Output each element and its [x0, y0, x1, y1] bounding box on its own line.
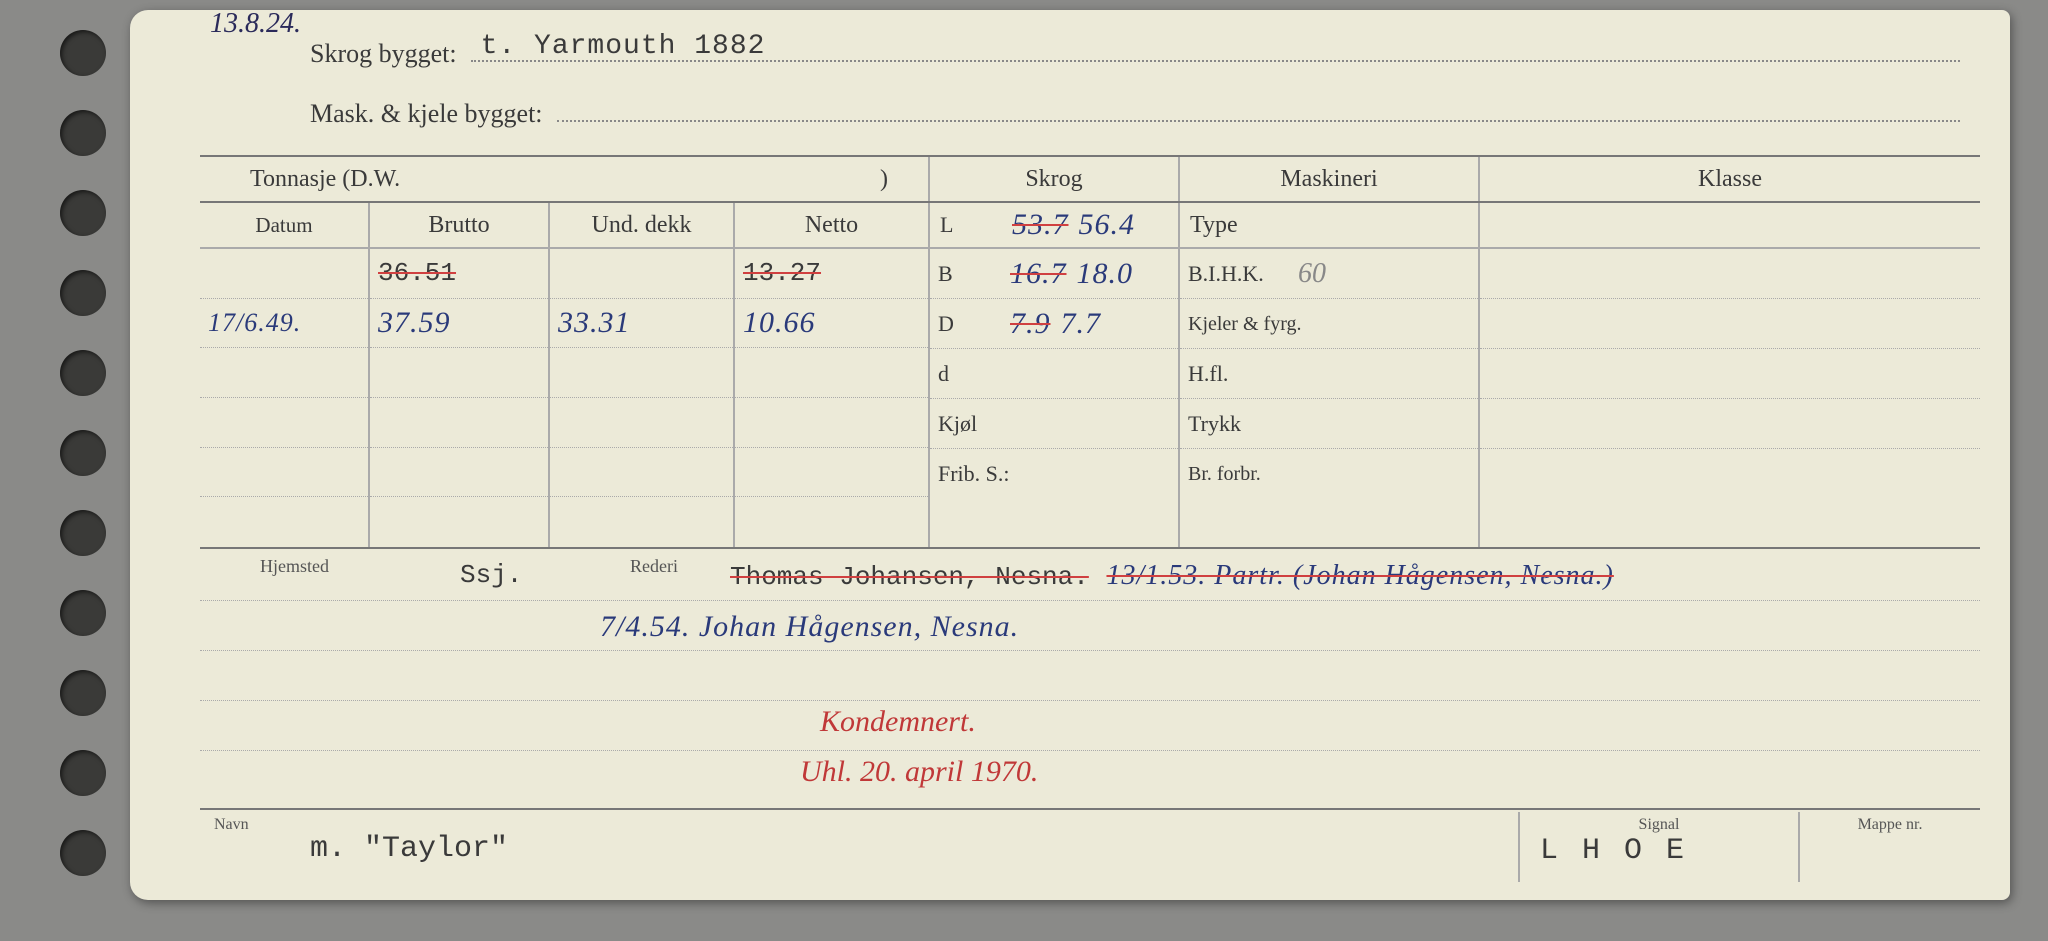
skrog-col: B 16.7 18.0 D 7.9 7.7 d Kjøl Frib. S.: — [930, 249, 1180, 547]
machinery-built-field — [557, 98, 1960, 122]
hjemsted-value: Ssj. — [460, 560, 522, 590]
column-header-row: Datum Brutto Und. dekk Netto L 53.7 56.4… — [200, 203, 1980, 249]
machinery-header: Maskineri — [1180, 157, 1480, 201]
rederi-1-typed: Thomas Johansen, Nesna. — [730, 562, 1089, 592]
frib-label: Frib. S.: — [938, 461, 1010, 487]
bihk-value: 60 — [1298, 258, 1326, 290]
netto-col: 13.27 10.66 — [735, 249, 930, 547]
trykk-label: Trykk — [1188, 411, 1241, 437]
netto-r1: 13.27 — [743, 258, 821, 288]
class-cell-1 — [1480, 203, 1980, 247]
col-brutto: Brutto — [370, 203, 550, 247]
mask-col: B.I.H.K. 60 Kjeler & fyrg. H.fl. Trykk B… — [1180, 249, 1480, 547]
datum-r1 — [200, 249, 368, 299]
D-new: 7.7 — [1061, 307, 1102, 341]
col-netto: Netto — [735, 203, 930, 247]
hull-built-value: t. Yarmouth 1882 — [481, 31, 766, 62]
br-label: Br. forbr. — [1188, 464, 1261, 484]
hull-built-row: Skrog bygget: t. Yarmouth 1882 — [310, 38, 1960, 76]
binder-holes — [60, 30, 120, 890]
machinery-built-row: Mask. & kjele bygget: — [310, 98, 1960, 136]
navn-value: m. "Taylor" — [310, 832, 508, 866]
rederi-line-2: 7/4.54. Johan Hågensen, Nesna. — [600, 610, 1019, 644]
date-note: Uhl. 20. april 1970. — [800, 755, 1038, 789]
und-r2: 33.31 — [558, 306, 631, 340]
brutto-col: 36.51 37.59 — [370, 249, 550, 547]
brutto-r2: 37.59 — [378, 306, 451, 340]
L-old: 53.7 — [1012, 208, 1069, 242]
D-old: 7.9 — [1010, 307, 1051, 341]
kjol-label: Kjøl — [938, 411, 977, 437]
datum-col: 17/6.49. — [200, 249, 370, 547]
signal-cell: Signal LHOE — [1520, 812, 1800, 882]
rederi-1-hand: 13/1.53. Partr. (Johan Hågensen, Nesna.) — [1106, 560, 1613, 591]
hull-header: Skrog — [930, 157, 1180, 201]
corner-date-note: 13.8.24. — [210, 8, 301, 40]
und-col: 33.31 — [550, 249, 735, 547]
rederi-label: Rederi — [630, 556, 678, 577]
mappe-label: Mappe nr. — [1858, 816, 1923, 833]
B-old: 16.7 — [1010, 257, 1067, 291]
klasse-col — [1480, 249, 1980, 547]
navn-cell: Navn m. "Taylor" — [200, 812, 1520, 882]
signal-value: LHOE — [1540, 834, 1708, 868]
class-header: Klasse — [1480, 157, 1980, 201]
index-card: 13.8.24. Skrog bygget: t. Yarmouth 1882 … — [130, 10, 2010, 900]
col-datum: Datum — [200, 203, 370, 247]
main-table: Tonnasje (D.W. ) Skrog Maskineri Klasse … — [200, 155, 1980, 549]
hull-built-field: t. Yarmouth 1882 — [471, 38, 1960, 62]
mask-type-row: Type — [1180, 203, 1480, 247]
rederi-line-1: Thomas Johansen, Nesna. 13/1.53. Partr. … — [730, 560, 1614, 592]
brutto-r1: 36.51 — [378, 258, 456, 288]
body-row: 17/6.49. 36.51 37.59 33.31 13.27 10.66 — [200, 249, 1980, 549]
hull-built-label: Skrog bygget: — [310, 39, 457, 69]
hjemsted-label: Hjemsted — [260, 556, 329, 577]
footer-row: Navn m. "Taylor" Signal LHOE Mappe nr. — [200, 812, 1980, 882]
datum-r2: 17/6.49. — [200, 299, 368, 349]
tonnage-close: ) — [880, 166, 918, 193]
tonnage-header: Tonnasje (D.W. ) — [200, 157, 930, 201]
signal-label: Signal — [1639, 816, 1680, 833]
mappe-cell: Mappe nr. — [1800, 812, 1980, 882]
skrog-L-row: L 53.7 56.4 — [930, 203, 1180, 247]
netto-r2: 10.66 — [743, 306, 816, 340]
navn-label: Navn — [214, 816, 249, 833]
kondemnert-note: Kondemnert. — [820, 705, 976, 739]
col-und-dekk: Und. dekk — [550, 203, 735, 247]
B-new: 18.0 — [1077, 257, 1134, 291]
section-header-row: Tonnasje (D.W. ) Skrog Maskineri Klasse — [200, 157, 1980, 203]
tonnage-label: Tonnasje (D.W. — [210, 166, 400, 193]
L-new: 56.4 — [1079, 208, 1136, 242]
lower-section: Hjemsted Ssj. Rederi Thomas Johansen, Ne… — [200, 550, 1980, 810]
hfl-label: H.fl. — [1188, 361, 1228, 387]
machinery-built-label: Mask. & kjele bygget: — [310, 99, 543, 129]
kjeler-label: Kjeler & fyrg. — [1188, 314, 1302, 334]
